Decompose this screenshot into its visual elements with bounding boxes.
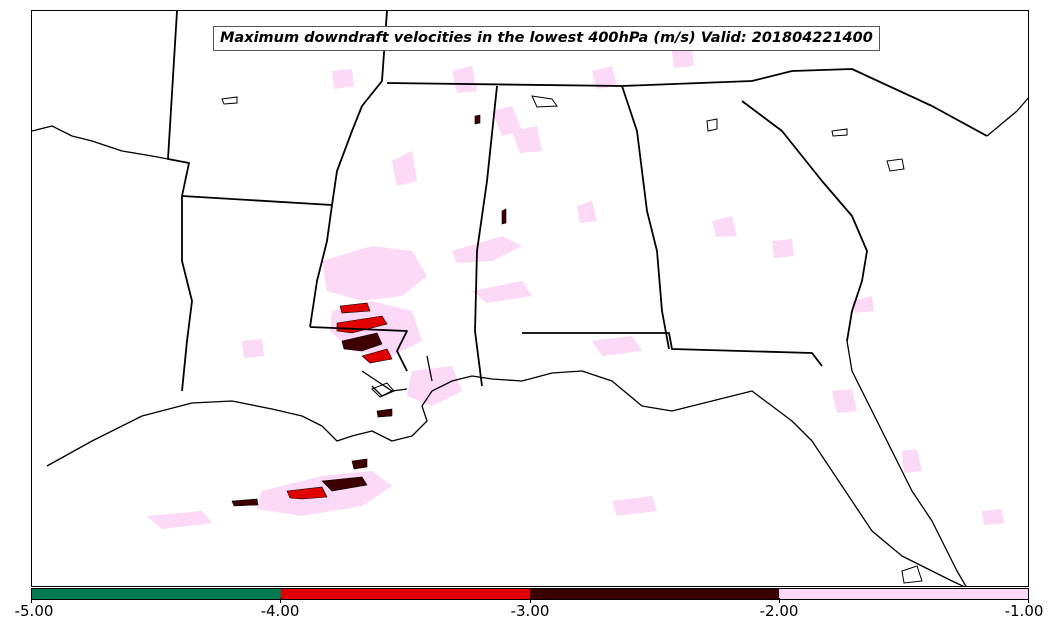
colorbar-tick [280,598,281,603]
colorbar-tick-label: -2.00 [759,602,799,620]
colorbar-segment-3 [530,589,779,599]
colorbar-tick [530,598,531,603]
map-canvas [32,11,1028,586]
downdraft-pink-areas [147,49,1004,529]
colorbar-tick-label: -1.00 [1004,602,1044,620]
map-title: Maximum downdraft velocities in the lowe… [213,26,880,51]
colorbar-tick-label: -3.00 [510,602,550,620]
coastlines [32,97,1028,586]
colorbar-segment-1 [32,589,281,599]
colorbar-tick [1028,598,1029,603]
colorbar-tick-label: -4.00 [260,602,300,620]
colorbar-tick [779,598,780,603]
lakes [221,95,923,584]
colorbar-tick-label: -5.00 [14,602,54,620]
downdraft-strong-cells [231,114,507,507]
map-panel: Maximum downdraft velocities in the lowe… [31,10,1029,587]
state-boundaries [167,11,988,392]
colorbar-segment-2 [281,589,530,599]
colorbar-tick [31,598,32,603]
colorbar-segment-4 [779,589,1028,599]
